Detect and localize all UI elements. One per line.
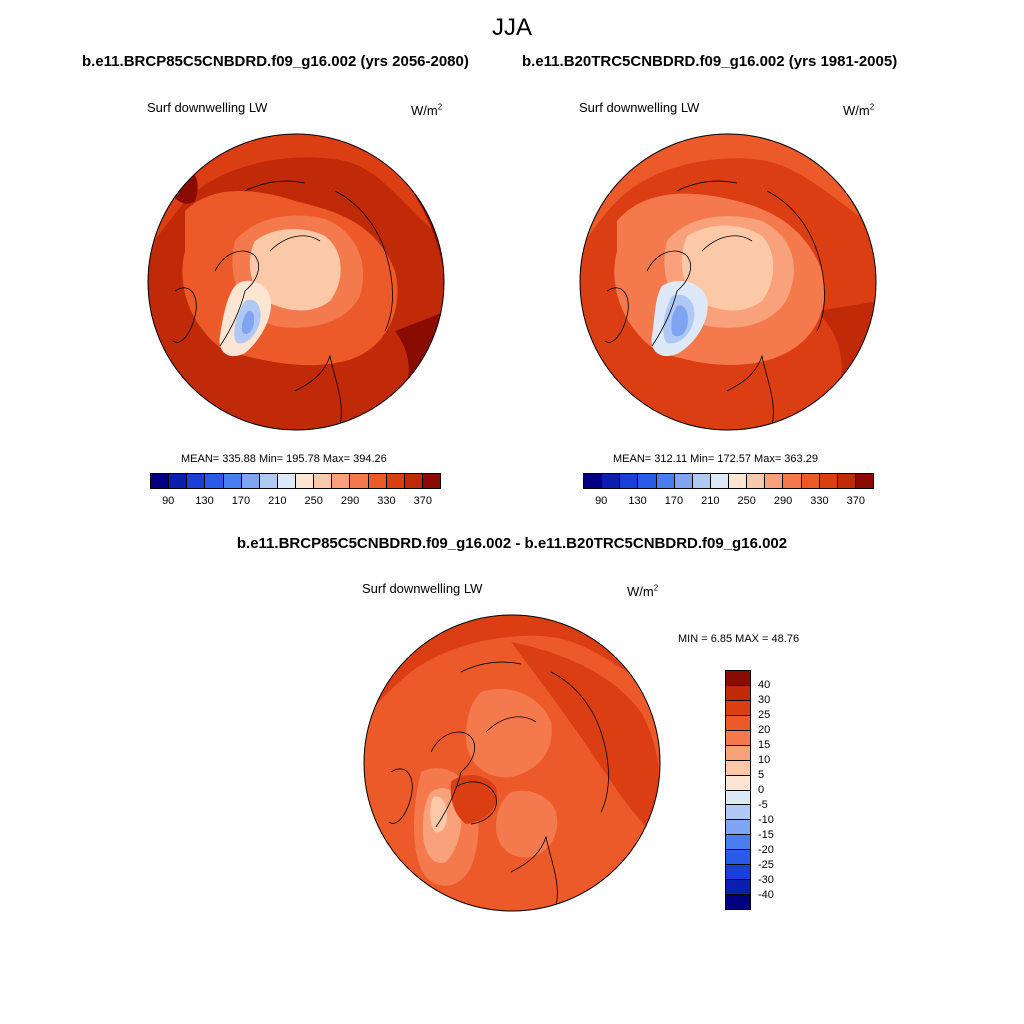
diff-colorbar-swatch — [726, 775, 750, 791]
diff-colorbar-swatch — [726, 685, 750, 701]
diff-colorbar-swatch — [726, 700, 750, 716]
left-colorbar-swatch — [368, 474, 387, 488]
left-colorbar-swatch — [332, 474, 351, 488]
right-colorbar-tick-label: 170 — [664, 495, 684, 507]
diff-colorbar-tick-label: 40 — [758, 679, 771, 691]
diff-colorbar-swatch — [726, 805, 750, 821]
right-colorbar-swatch — [674, 474, 693, 488]
left-colorbar-swatch — [314, 474, 333, 488]
left-colorbar-tick-label: 170 — [231, 495, 251, 507]
diff-colorbar-swatch — [726, 671, 750, 686]
left-colorbar-swatch — [241, 474, 260, 488]
diff-stats: MIN = 6.85 MAX = 48.76 — [678, 633, 800, 645]
right-run-title: b.e11.B20TRC5CNBDRD.f09_g16.002 (yrs 198… — [522, 53, 898, 70]
diff-colorbar-tick-label: 30 — [758, 694, 771, 706]
right-colorbar-swatch — [783, 474, 802, 488]
left-colorbar-swatch — [350, 474, 369, 488]
diff-colorbar-swatch — [726, 880, 750, 896]
left-colorbar-tick-label: 330 — [377, 495, 396, 507]
left-polar-map — [147, 133, 445, 431]
right-colorbar-tick-label: 250 — [737, 495, 756, 507]
left-colorbar-swatch — [169, 474, 188, 488]
left-colorbar-tick-label: 130 — [195, 495, 214, 507]
right-colorbar-swatch — [747, 474, 766, 488]
left-variable-label: Surf downwelling LW — [147, 100, 268, 115]
right-colorbar-swatch — [584, 474, 603, 488]
diff-colorbar-tick-label: 5 — [758, 769, 765, 781]
right-colorbar-swatch — [602, 474, 621, 488]
diff-colorbar — [725, 670, 751, 910]
left-colorbar — [150, 473, 441, 489]
left-colorbar-tick-label: 250 — [304, 495, 323, 507]
left-colorbar-tick-label: 370 — [413, 495, 432, 507]
diff-colorbar-tick-label: -25 — [758, 859, 774, 871]
right-colorbar-tick-label: 90 — [595, 495, 608, 507]
left-colorbar-tick-label: 210 — [268, 495, 287, 507]
diff-colorbar-swatch — [726, 715, 750, 731]
diff-polar-map — [363, 614, 661, 912]
right-variable-label: Surf downwelling LW — [579, 100, 700, 115]
diff-colorbar-swatch — [726, 730, 750, 746]
diff-colorbar-swatch — [726, 745, 750, 761]
right-colorbar-swatch — [710, 474, 729, 488]
diff-colorbar-swatch — [726, 850, 750, 866]
difference-title: b.e11.BRCP85C5CNBDRD.f09_g16.002 - b.e11… — [236, 535, 788, 552]
left-colorbar-swatch — [223, 474, 242, 488]
left-colorbar-tick-label: 290 — [340, 495, 360, 507]
left-colorbar-swatch — [151, 474, 170, 488]
diff-colorbar-tick-label: -15 — [758, 829, 774, 841]
left-colorbar-swatch — [422, 474, 440, 488]
season-title: JJA — [491, 14, 532, 41]
diff-colorbar-swatch — [726, 865, 750, 881]
right-stats: MEAN= 312.11 Min= 172.57 Max= 363.29 — [613, 453, 818, 465]
right-polar-map — [579, 133, 877, 431]
left-colorbar-swatch — [205, 474, 224, 488]
right-colorbar-tick-label: 210 — [701, 495, 720, 507]
right-colorbar-swatch — [692, 474, 711, 488]
right-colorbar-swatch — [837, 474, 856, 488]
right-colorbar-tick-label: 330 — [810, 495, 829, 507]
diff-colorbar-tick-label: -30 — [758, 874, 774, 886]
diff-colorbar-tick-label: 15 — [758, 739, 771, 751]
right-colorbar-swatch — [656, 474, 675, 488]
left-colorbar-swatch — [386, 474, 405, 488]
left-stats: MEAN= 335.88 Min= 195.78 Max= 394.26 — [181, 453, 387, 465]
right-colorbar-swatch — [620, 474, 639, 488]
left-colorbar-swatch — [187, 474, 206, 488]
right-colorbar-swatch — [819, 474, 838, 488]
diff-colorbar-tick-label: 20 — [758, 724, 771, 736]
right-colorbar-tick-label: 370 — [846, 495, 865, 507]
left-run-title: b.e11.BRCP85C5CNBDRD.f09_g16.002 (yrs 20… — [82, 53, 469, 70]
right-colorbar-tick-label: 130 — [628, 495, 647, 507]
diff-colorbar-tick-label: -10 — [758, 814, 774, 826]
left-colorbar-swatch — [404, 474, 423, 488]
diff-colorbar-swatch — [726, 895, 750, 909]
right-colorbar-swatch — [638, 474, 657, 488]
diff-units: W/m2 — [627, 583, 659, 599]
right-colorbar-swatch — [765, 474, 784, 488]
left-colorbar-swatch — [296, 474, 315, 488]
diff-colorbar-tick-label: -40 — [758, 889, 774, 901]
diff-colorbar-swatch — [726, 790, 750, 806]
diff-colorbar-tick-label: -20 — [758, 844, 774, 856]
diff-colorbar-tick-label: 10 — [758, 754, 771, 766]
right-colorbar-swatch — [729, 474, 748, 488]
diff-colorbar-swatch — [726, 835, 750, 851]
left-colorbar-tick-label: 90 — [162, 495, 175, 507]
right-colorbar-tick-label: 290 — [773, 495, 793, 507]
diff-colorbar-swatch — [726, 760, 750, 776]
diff-colorbar-tick-label: 0 — [758, 784, 765, 796]
left-colorbar-swatch — [277, 474, 296, 488]
right-colorbar-swatch — [801, 474, 820, 488]
diff-colorbar-tick-label: -5 — [758, 799, 768, 811]
diff-colorbar-swatch — [726, 820, 750, 836]
right-units: W/m2 — [843, 102, 875, 118]
left-units: W/m2 — [411, 102, 443, 118]
right-colorbar-swatch — [855, 474, 873, 488]
diff-colorbar-tick-label: 25 — [758, 709, 771, 721]
right-colorbar — [583, 473, 874, 489]
left-colorbar-swatch — [259, 474, 278, 488]
diff-variable-label: Surf downwelling LW — [362, 581, 483, 596]
